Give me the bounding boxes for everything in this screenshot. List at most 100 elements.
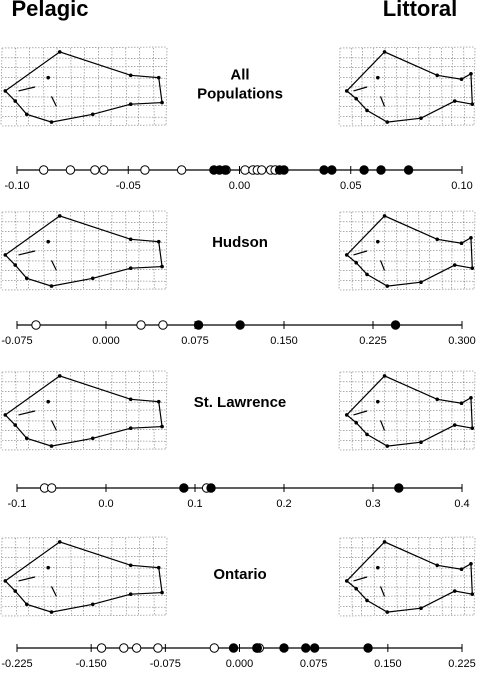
grid-line <box>339 46 476 49</box>
grid-line <box>395 371 398 451</box>
grid-line <box>138 211 140 291</box>
grid-line <box>110 47 113 127</box>
grid-line <box>339 605 476 608</box>
grid-line <box>152 537 155 617</box>
data-point <box>65 165 76 175</box>
grid-line <box>451 211 453 291</box>
landmark <box>13 263 17 267</box>
grid-line <box>42 371 45 451</box>
grid-line <box>0 537 3 617</box>
grid-line <box>1 269 168 271</box>
x-tick-label: -0.1 <box>8 498 27 510</box>
x-tick-label: 0.1 <box>187 498 202 510</box>
outline <box>345 375 473 447</box>
landmark <box>128 426 133 430</box>
deformation-grid <box>338 46 476 127</box>
grid-line <box>1 260 168 263</box>
landmark <box>435 73 440 78</box>
grid-line <box>406 537 408 617</box>
landmark <box>459 567 464 571</box>
data-point <box>257 165 267 175</box>
grid-line <box>339 575 476 578</box>
grid-line <box>125 211 128 291</box>
grid-line <box>55 47 58 127</box>
grid-line <box>1 536 168 539</box>
grid-line <box>97 537 100 617</box>
data-point <box>47 483 57 493</box>
grid-line <box>338 47 341 127</box>
grid-line <box>97 371 100 451</box>
grid-line <box>339 115 476 118</box>
landmark <box>470 102 475 106</box>
grid-line <box>1 370 168 373</box>
grid-line <box>339 536 476 539</box>
grid-line <box>383 371 386 451</box>
landmark <box>24 602 29 607</box>
grid-line <box>339 210 476 213</box>
grid-line <box>83 211 85 291</box>
landmark <box>365 598 369 603</box>
grid-line <box>451 537 453 617</box>
grid-line <box>1 221 168 224</box>
landmark <box>46 399 50 404</box>
landmark <box>160 264 164 269</box>
data-point <box>136 320 146 330</box>
landmark <box>376 399 380 404</box>
grid-line <box>97 47 100 127</box>
data-point <box>235 320 245 330</box>
landmark-link <box>18 576 36 582</box>
x-tick-label: 0.2 <box>276 498 291 510</box>
landmark <box>459 401 464 406</box>
x-tick-label: -0.10 <box>4 180 29 192</box>
landmark <box>3 413 8 417</box>
data-point <box>193 320 204 330</box>
grid-line <box>110 537 113 617</box>
landmark <box>452 589 457 593</box>
grid-line <box>463 537 466 617</box>
panel-title: Hudson <box>212 234 268 251</box>
landmark <box>470 266 475 270</box>
landmark <box>382 214 387 218</box>
grid-line <box>1 556 168 558</box>
landmark <box>470 426 475 430</box>
x-tick-label: 0.075 <box>300 658 328 668</box>
landmark <box>365 272 369 277</box>
grid-line <box>1 85 168 88</box>
grid-line <box>338 371 341 451</box>
landmark <box>419 116 423 120</box>
grid-line <box>15 211 18 291</box>
landmark <box>385 444 390 448</box>
panel-title: All <box>230 66 249 83</box>
landmark <box>365 108 369 113</box>
data-point <box>176 165 187 175</box>
data-point <box>96 643 107 653</box>
x-tick-label: -0.075 <box>150 658 181 668</box>
landmark <box>435 563 440 568</box>
data-point <box>158 320 168 330</box>
landmark-link <box>50 586 57 597</box>
landmark-link <box>353 250 368 256</box>
data-point <box>209 643 219 653</box>
grid-line <box>418 537 421 617</box>
landmark <box>452 263 457 267</box>
landmark <box>57 50 62 54</box>
grid-line <box>406 211 408 291</box>
landmark-link <box>379 586 386 597</box>
grid-line <box>1 76 168 79</box>
grid-line <box>83 47 85 127</box>
grid-line <box>125 371 128 451</box>
grid-line <box>428 211 431 291</box>
grid-line <box>125 47 128 127</box>
landmark <box>469 561 473 566</box>
landmark <box>385 284 390 288</box>
landmark-link <box>379 260 386 271</box>
grid-line <box>338 537 341 617</box>
grid-line <box>473 47 476 127</box>
landmark-link <box>18 410 36 416</box>
landmark <box>13 423 17 427</box>
grid-line <box>15 47 18 127</box>
outline <box>345 51 473 123</box>
landmark-link <box>353 86 368 92</box>
grid-line <box>1 249 168 252</box>
grid-line <box>339 288 476 291</box>
